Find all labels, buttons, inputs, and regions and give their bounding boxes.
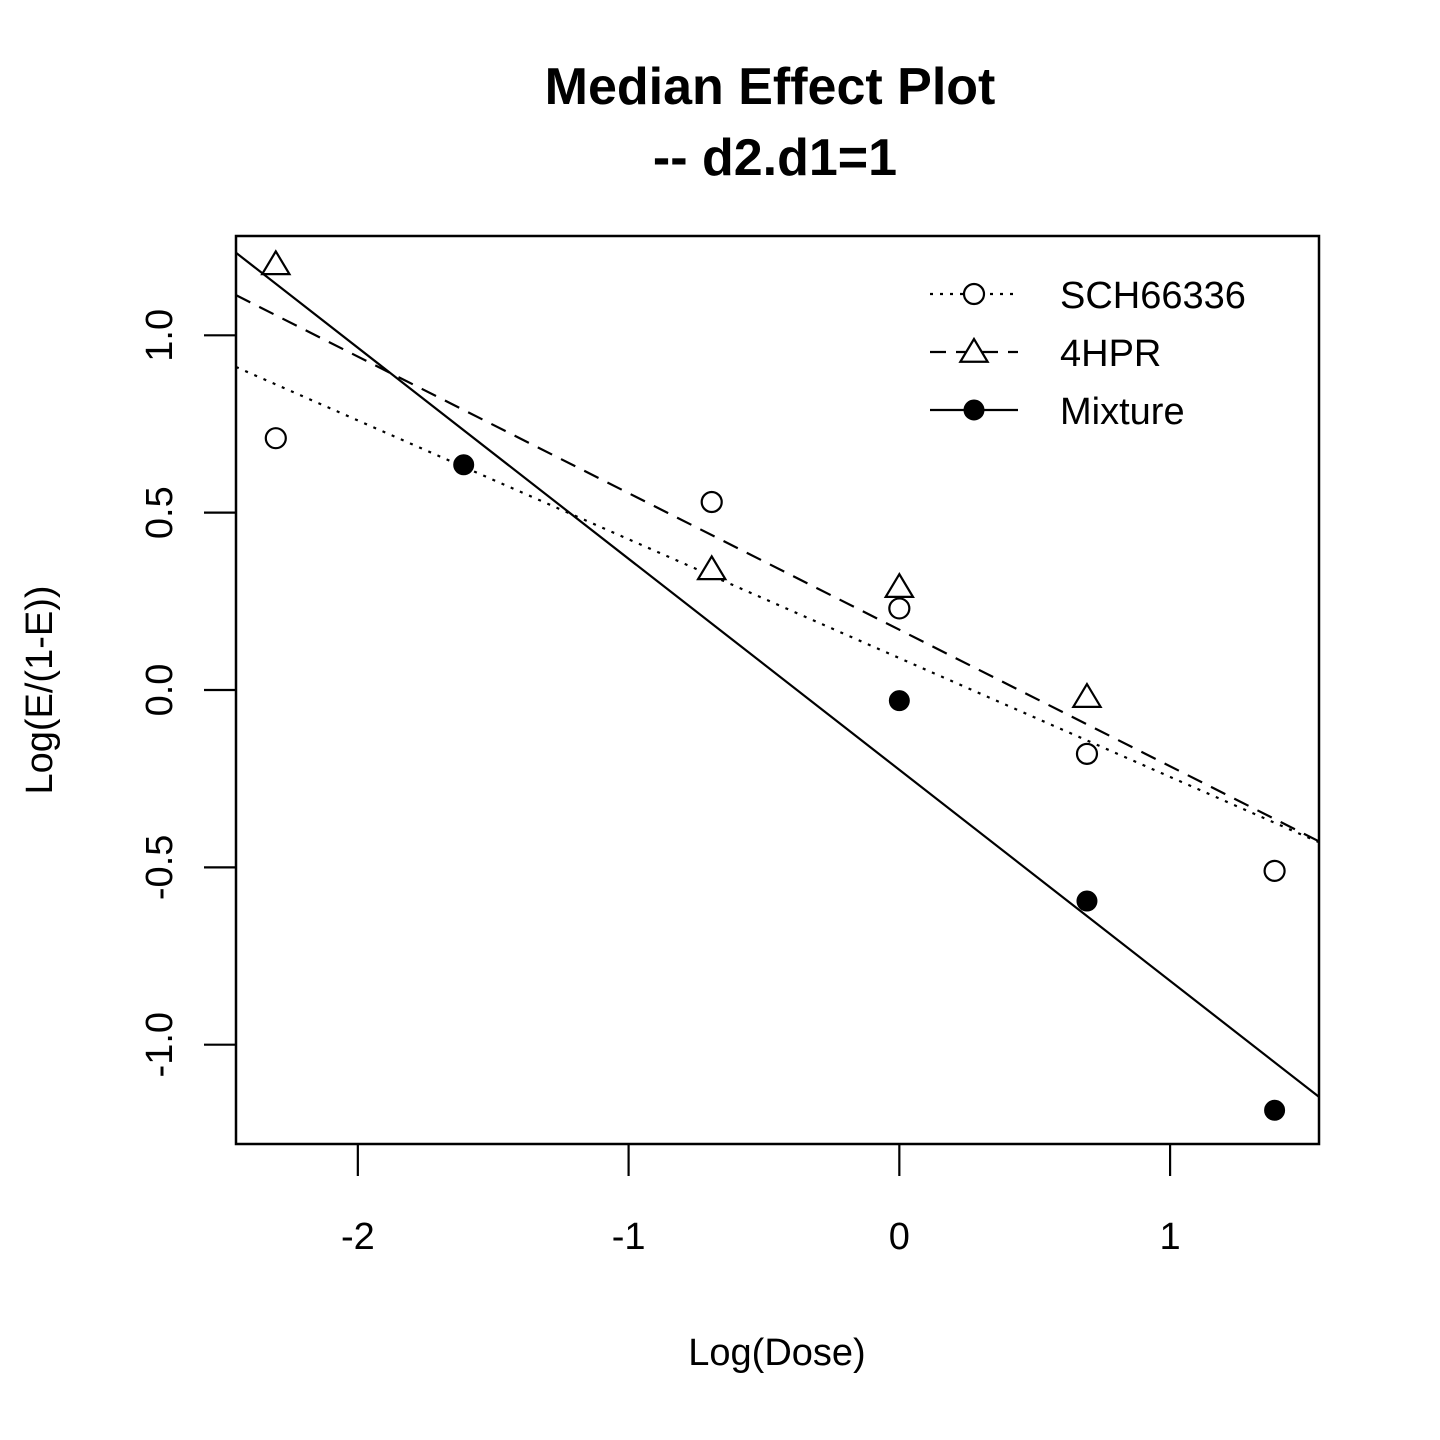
chart-title: Median Effect Plot — [545, 58, 996, 116]
x-axis-label: Log(Dose) — [688, 1332, 865, 1374]
sch66336-fit-line — [236, 365, 1319, 844]
4hpr-point — [883, 572, 915, 598]
legend-mixture-marker — [963, 399, 985, 421]
sch66336-point — [1263, 859, 1286, 882]
x-tick-label: -2 — [341, 1216, 375, 1258]
legend-4hpr-label: 4HPR — [1060, 333, 1161, 375]
y-tick-label: -0.5 — [139, 835, 181, 900]
chart-subtitle: -- d2.d1=1 — [653, 129, 897, 187]
4hpr-point — [696, 554, 728, 581]
x-tick-label: 0 — [889, 1216, 910, 1258]
legend-mixture-label: Mixture — [1060, 391, 1185, 433]
fit-lines — [236, 251, 1319, 1098]
mixture-point — [453, 454, 475, 476]
4hpr-fit-line — [236, 294, 1319, 843]
sch66336-point — [700, 490, 723, 514]
x-tick-label: 1 — [1160, 1216, 1181, 1258]
y-axis: -1.0 -0.5 0.0 0.5 1.0 — [139, 309, 236, 1077]
y-tick-label: -1.0 — [139, 1012, 181, 1077]
4hpr-point — [260, 249, 292, 276]
4hpr-point — [1071, 681, 1103, 708]
legend-4hpr-marker — [958, 336, 990, 363]
y-tick-label: 0.0 — [139, 664, 181, 717]
sch66336-point — [888, 597, 911, 620]
x-tick-label: -1 — [612, 1216, 646, 1258]
sch66336-point — [1075, 742, 1099, 765]
y-tick-label: 1.0 — [139, 309, 181, 362]
mixture-point — [1264, 1099, 1286, 1121]
legend-sch66336-label: SCH66336 — [1060, 275, 1246, 317]
x-axis: -2 -1 0 1 — [341, 1144, 1181, 1258]
legend-sch66336-marker — [962, 282, 986, 306]
y-tick-label: 0.5 — [139, 486, 181, 539]
sch66336-point — [264, 427, 287, 450]
mixture-point — [1076, 890, 1098, 912]
mixture-fit-line — [236, 251, 1319, 1098]
data-points — [260, 249, 1286, 1121]
mixture-point — [888, 690, 910, 712]
legend: SCH66336 4HPR Mixture — [930, 275, 1246, 433]
y-axis-label: Log(E/(1-E)) — [19, 585, 61, 794]
